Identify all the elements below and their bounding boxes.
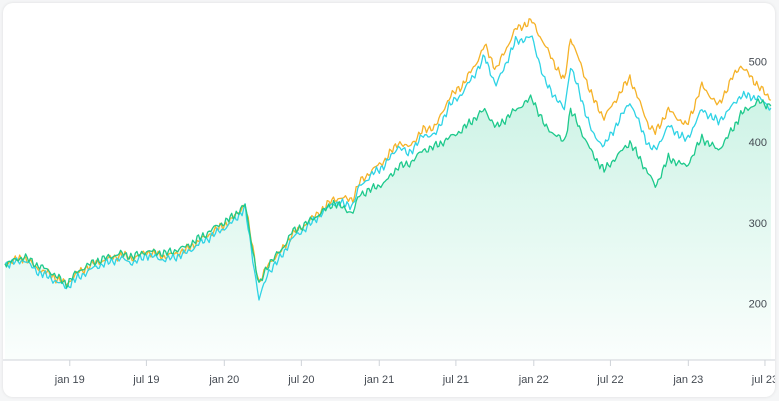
series-line-3 (4, 94, 772, 289)
x-tick-label: jul 20 (287, 374, 314, 386)
series-area (5, 95, 771, 360)
y-axis-ticks: 200 300 400 500 (749, 56, 767, 310)
x-tick-label: jan 21 (363, 374, 394, 386)
line-chart: jan 19 jul 19 jan 20 jul 20 jan 21 jul 21 jan … (3, 18, 775, 386)
y-tick-label: 500 (749, 56, 767, 68)
x-tick-label: jan 20 (208, 374, 239, 386)
y-tick-label: 200 (749, 299, 767, 311)
x-tick-label: jul 21 (442, 374, 469, 386)
chart-card: jan 19 jul 19 jan 20 jul 20 jan 21 jul 21 jan … (3, 3, 775, 397)
x-tick-label: jul 19 (132, 374, 159, 386)
series-layer (4, 18, 772, 301)
x-tick-label: jul 22 (596, 374, 623, 386)
x-tick-label: jan 23 (672, 374, 703, 386)
x-axis-ticks: jan 19 jul 19 jan 20 jul 20 jan 21 jul 21 jan … (54, 360, 775, 386)
x-tick-label: jan 19 (54, 374, 85, 386)
x-tick-label: jul 23 (751, 374, 775, 386)
series-line-2 (4, 35, 772, 301)
series-line-1 (4, 18, 772, 287)
x-tick-label: jan 22 (518, 374, 549, 386)
area-layer (5, 95, 771, 360)
y-tick-label: 400 (749, 137, 767, 149)
y-tick-label: 300 (749, 218, 767, 230)
